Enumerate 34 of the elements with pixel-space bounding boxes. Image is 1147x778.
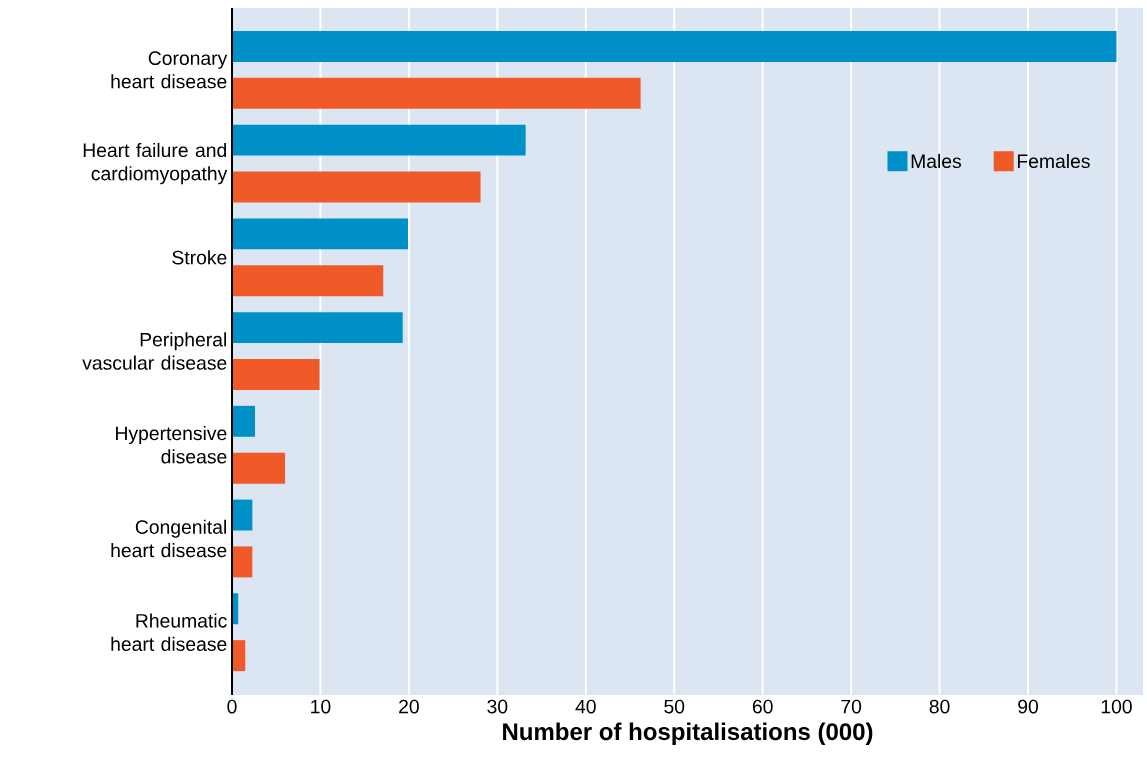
x-tick-label: 60 [752,699,773,714]
legend-label: Males [911,153,962,169]
legend-label: Females [1017,153,1090,169]
x-tick-label: 40 [575,699,596,714]
y-tick-label: Rheumatic heart disease [111,613,227,651]
bar [232,640,246,672]
x-tick-label: 50 [664,699,685,714]
bar [232,218,409,250]
bar [232,124,526,156]
x-tick-label: 80 [929,699,950,714]
bar [232,171,481,203]
bar [232,546,253,578]
y-tick-label: Peripheral vascular disease [82,332,227,370]
x-tick-label: 20 [399,699,419,714]
bar [232,77,641,109]
y-tick-label: Coronary heart disease [111,51,228,89]
y-tick-label: Heart failure and cardiomyopathy [83,142,228,185]
bar [232,405,255,437]
bar [232,265,384,297]
x-tick-label: 100 [1101,699,1132,714]
bar [232,30,1117,62]
y-tick-label: Congenital heart disease [111,519,227,558]
x-tick-label: 0 [227,699,237,714]
x-tick-label: 30 [487,699,508,714]
x-tick-label: 70 [841,699,862,714]
x-tick-label: 90 [1018,699,1039,714]
x-axis-title: Number of hospitalisations (000) [503,722,873,745]
y-tick-label: Hypertensive disease [116,425,227,464]
bar [232,452,286,484]
bar [232,312,403,344]
bar [232,499,253,531]
y-tick-label: Stroke [172,250,227,265]
x-tick-label: 10 [311,699,331,714]
bar [232,359,320,390]
